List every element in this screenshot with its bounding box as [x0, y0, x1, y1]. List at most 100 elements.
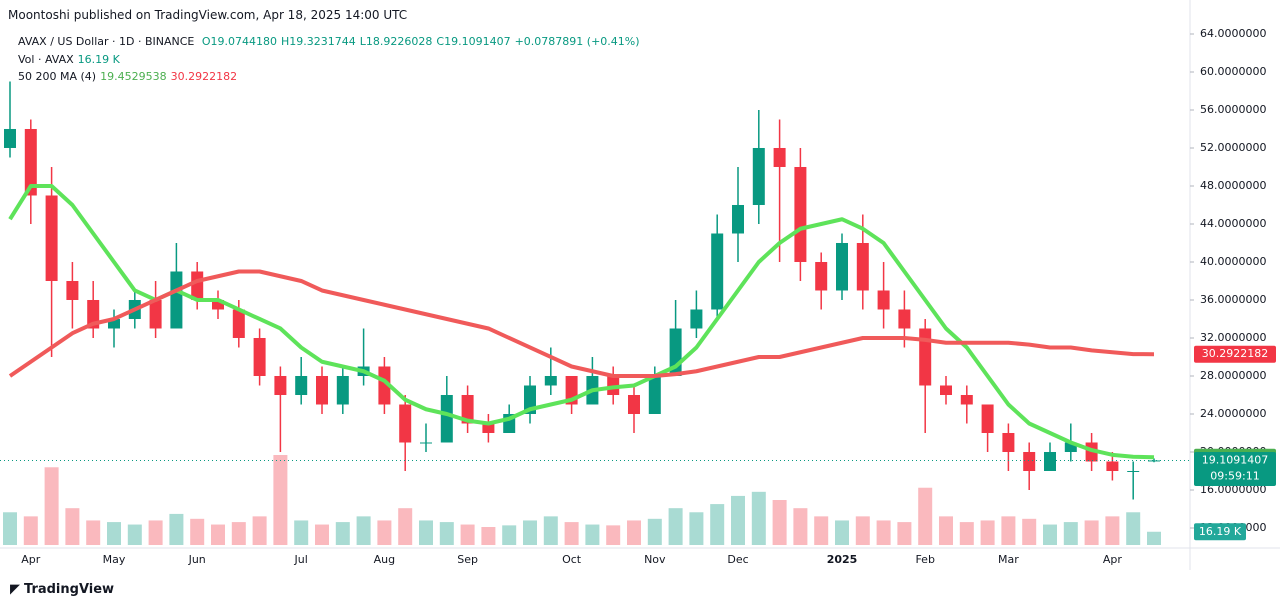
- candle-body: [1148, 460, 1160, 462]
- candle-body: [1023, 451, 1036, 471]
- volume-bar: [65, 508, 80, 545]
- volume-tag: [1194, 523, 1246, 541]
- volume-bar: [564, 522, 579, 545]
- candle-body: [628, 394, 640, 414]
- volume-bar: [918, 487, 933, 545]
- volume-bar: [107, 522, 121, 545]
- price-tag-label: 19.1091407: [1202, 453, 1268, 466]
- candle-body: [960, 394, 973, 405]
- y-tick-label: 28.0000000: [1200, 369, 1266, 382]
- volume-bar: [169, 513, 184, 545]
- volume-bar: [439, 522, 454, 545]
- x-tick-label: Dec: [727, 553, 748, 566]
- y-tick-label: 52.0000000: [1200, 141, 1266, 154]
- ohlc: L18.9226028: [359, 35, 433, 48]
- ohlc: H19.3231744: [281, 35, 356, 48]
- volume-bar: [835, 520, 849, 545]
- ohlc: O19.0744180: [201, 35, 278, 48]
- countdown: 09:59:11: [1210, 469, 1259, 482]
- volume-bar: [273, 455, 288, 545]
- candle-body: [836, 242, 848, 291]
- volume-bar: [731, 495, 745, 545]
- volume-bar: [1001, 516, 1016, 545]
- volume-bar: [481, 527, 496, 545]
- volume-bar: [86, 520, 101, 545]
- price-tag: [1194, 345, 1276, 363]
- candle-body: [149, 299, 162, 329]
- moving-average: [8, 269, 1155, 378]
- candle-body: [898, 309, 911, 329]
- ma-value: 19.4529538: [100, 70, 167, 83]
- candle-body: [1064, 442, 1077, 452]
- volume-bar: [3, 512, 17, 545]
- volume-bar: [252, 516, 267, 545]
- y-tick-label: 56.0000000: [1200, 103, 1266, 116]
- candle-body: [108, 318, 120, 329]
- ma-value: 30.2922182: [170, 70, 238, 83]
- x-tick-label: May: [103, 553, 126, 566]
- ma-label: 50 200 MA (4): [18, 70, 97, 83]
- volume-bar: [148, 520, 163, 545]
- candle-body: [1127, 470, 1140, 472]
- candle-body: [794, 166, 807, 262]
- candle-body: [877, 290, 890, 310]
- volume-bar: [668, 508, 683, 545]
- x-tick-label: Apr: [21, 553, 41, 566]
- x-tick-label: Nov: [644, 553, 666, 566]
- volume-bar: [315, 524, 329, 545]
- publisher: Moontoshi published on TradingView.com, …: [8, 8, 408, 22]
- y-tick-label: 40.0000000: [1200, 255, 1266, 268]
- y-tick-label: 16.0000000: [1200, 483, 1266, 496]
- candle-body: [440, 394, 453, 443]
- candle-body: [752, 147, 765, 205]
- x-tick-label: Mar: [998, 553, 1019, 566]
- y-tick-label: 60.0000000: [1200, 65, 1266, 78]
- volume-bar: [356, 516, 371, 545]
- candle-body: [732, 204, 744, 234]
- ohlc: C19.1091407: [436, 35, 511, 48]
- candle-body: [482, 423, 495, 433]
- candle-body: [316, 375, 328, 405]
- volume-bar: [377, 520, 392, 545]
- volume-bar: [1126, 512, 1141, 545]
- candle-body: [856, 242, 869, 291]
- y-tick-label: 36.0000000: [1200, 293, 1266, 306]
- volume-bar: [772, 500, 787, 545]
- volume-bar: [335, 522, 350, 545]
- candle-body: [24, 128, 37, 196]
- volume-bar: [751, 491, 766, 545]
- candle-body: [919, 328, 932, 386]
- y-tick-label: 32.0000000: [1200, 331, 1266, 344]
- volume-bar: [1105, 516, 1120, 545]
- legend-row: AVAX / US Dollar · 1D · BINANCE O19.0744…: [18, 35, 644, 48]
- volume-bar: [190, 518, 205, 545]
- volume-bar: [710, 504, 725, 545]
- vol-row: Vol · AVAX 16.19 K: [18, 53, 124, 66]
- volume-bar: [211, 524, 225, 545]
- volume-bar: [689, 512, 704, 545]
- candle-body: [420, 442, 432, 444]
- volume-bar: [1022, 518, 1037, 545]
- volume-bar: [980, 520, 995, 545]
- x-tick-label: Apr: [1103, 553, 1123, 566]
- x-tick-label: Jul: [294, 553, 308, 566]
- y-tick-label: 24.0000000: [1200, 407, 1266, 420]
- x-tick-label: 2025: [827, 553, 858, 566]
- volume-bar: [647, 518, 662, 545]
- volume-bar: [502, 525, 517, 545]
- volume-bar: [855, 516, 870, 545]
- volume-bar: [897, 522, 912, 545]
- volume-bar: [543, 516, 558, 545]
- candle-body: [940, 385, 952, 395]
- brand: ◤ TradingView: [10, 582, 115, 597]
- volume-bar: [627, 520, 641, 545]
- candle-body: [336, 375, 349, 405]
- x-tick-label: Feb: [915, 553, 934, 566]
- volume-bar: [1063, 522, 1078, 545]
- candle-body: [815, 261, 828, 291]
- candle-body: [773, 147, 786, 167]
- candle-body: [1002, 432, 1015, 452]
- symbol: AVAX / US Dollar · 1D · BINANCE: [18, 35, 195, 48]
- volume-bar: [585, 524, 600, 545]
- vol-value: 16.19 K: [77, 53, 120, 66]
